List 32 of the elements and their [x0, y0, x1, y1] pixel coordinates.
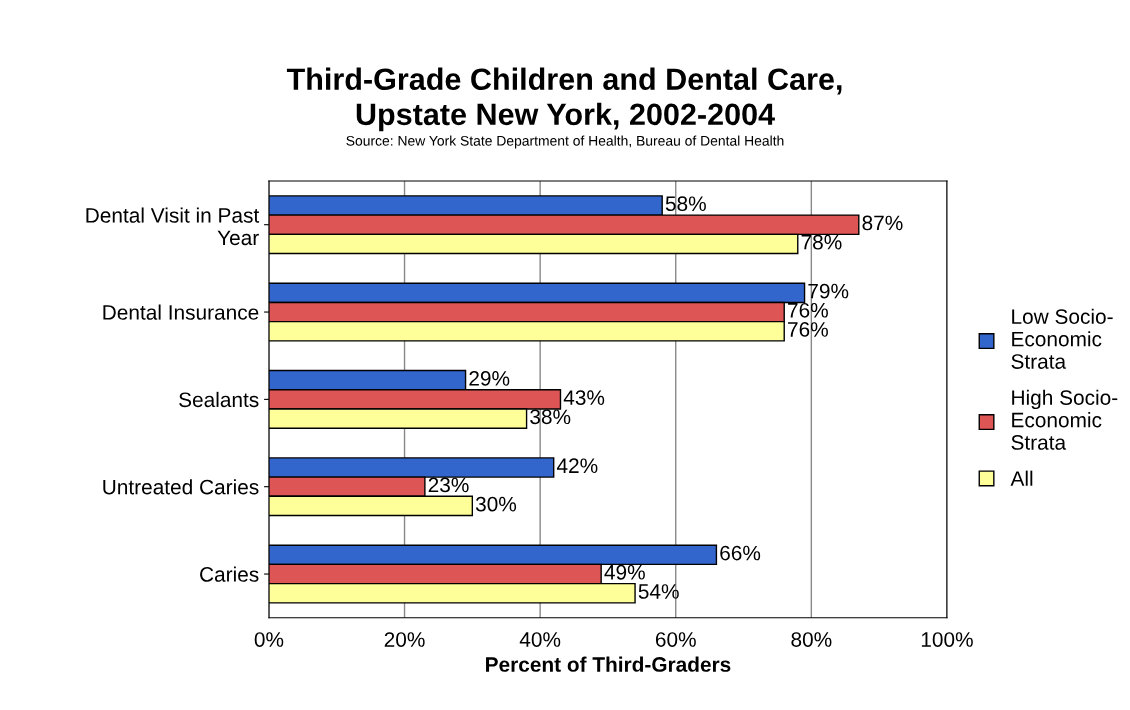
- data-label: 42%: [556, 458, 598, 473]
- data-label: 30%: [475, 496, 517, 512]
- data-label: 49%: [604, 564, 645, 580]
- data-label: 76%: [788, 322, 828, 337]
- legend-label: Low Socio- Economic Strata: [1011, 308, 1113, 369]
- x-tick-label: 80%: [791, 632, 832, 647]
- x-tick-label: 20%: [384, 632, 425, 647]
- data-label: 79%: [808, 283, 849, 299]
- data-label: 38%: [530, 409, 571, 425]
- data-label: 29%: [469, 371, 510, 386]
- x-axis-title: Percent of Third-Graders: [486, 656, 731, 672]
- legend-label: High Socio- Economic Strata: [1011, 389, 1118, 450]
- data-label: 23%: [428, 477, 469, 493]
- y-tick-label: Dental Visit in Past Year: [86, 207, 260, 246]
- x-tick-label: 40%: [519, 632, 561, 647]
- data-label: 87%: [862, 215, 903, 231]
- y-tick-label: Sealants: [179, 391, 259, 408]
- data-label: 54%: [638, 584, 679, 599]
- chart-subtitle: Source: New York State Department of Health, Bureau of Dental Health: [346, 135, 784, 149]
- data-label: 43%: [563, 390, 605, 405]
- chart-title: Third-Grade Children and Dental Care, Upstate New York, 2002-2004: [286, 67, 842, 132]
- y-tick-label: Untreated Caries: [103, 479, 259, 495]
- y-tick-label: Caries: [200, 566, 259, 582]
- data-label: 58%: [665, 196, 706, 212]
- x-tick-label: 0%: [254, 632, 284, 647]
- x-tick-label: 100%: [921, 632, 973, 647]
- data-label: 76%: [788, 302, 828, 318]
- legend-label: All: [1010, 470, 1033, 486]
- y-tick-label: Dental Insurance: [103, 304, 259, 320]
- data-label: 66%: [720, 545, 761, 561]
- data-label: 78%: [801, 234, 842, 250]
- x-tick-label: 60%: [655, 632, 696, 647]
